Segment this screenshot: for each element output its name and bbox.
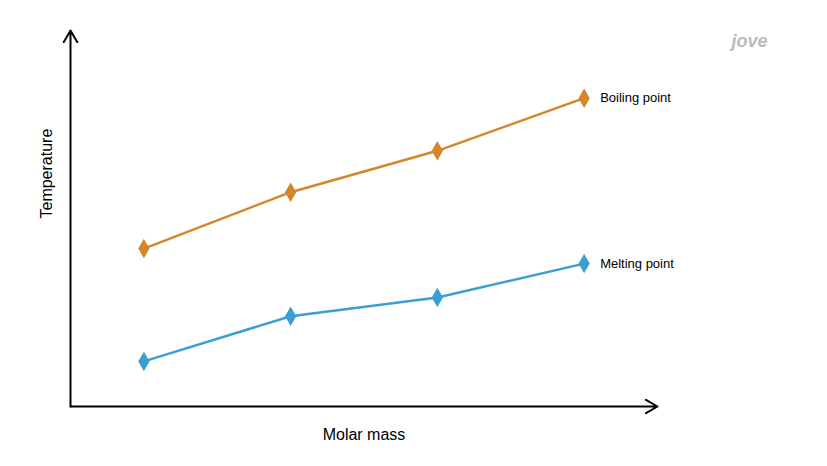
svg-text:Boiling point: Boiling point (600, 90, 671, 105)
svg-text:Melting point: Melting point (600, 256, 674, 271)
svg-text:Molar mass: Molar mass (323, 426, 406, 443)
svg-text:jove: jove (729, 31, 767, 51)
svg-text:Temperature: Temperature (38, 129, 55, 219)
